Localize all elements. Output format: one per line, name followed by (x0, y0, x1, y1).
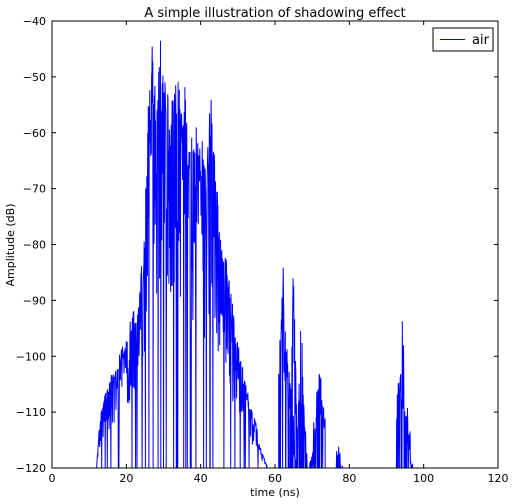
chart-title: A simple illustration of shadowing effec… (144, 6, 405, 21)
y-tick-label: −120 (16, 462, 46, 475)
y-axis-ticks: −40 −50 −60 −70 −80 −90 −100 −110 −120 (16, 15, 498, 475)
y-tick-label: −80 (23, 239, 46, 252)
x-axis-label: time (ns) (250, 486, 300, 499)
y-tick-label: −40 (23, 15, 46, 28)
x-tick-label: 40 (194, 472, 208, 485)
y-axis-label: Amplitude (dB) (4, 204, 17, 287)
x-tick-label: 0 (49, 472, 56, 485)
y-tick-label: −70 (23, 183, 46, 196)
legend-label-air: air (472, 33, 490, 48)
y-tick-label: −50 (23, 71, 46, 84)
y-tick-label: −60 (23, 127, 46, 140)
y-tick-label: −90 (23, 294, 46, 307)
legend: air (433, 28, 493, 51)
x-tick-label: 20 (119, 472, 133, 485)
x-tick-label: 100 (413, 472, 434, 485)
x-tick-label: 80 (342, 472, 356, 485)
y-tick-label: −100 (16, 350, 46, 363)
x-tick-label: 120 (488, 472, 509, 485)
x-tick-label: 60 (268, 472, 282, 485)
series-line-air (97, 41, 415, 468)
y-tick-label: −110 (16, 406, 46, 419)
